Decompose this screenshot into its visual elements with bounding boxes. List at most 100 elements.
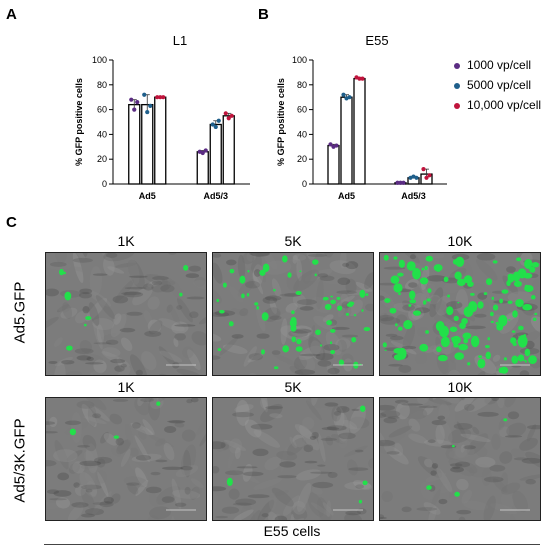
gfp-spot [261, 349, 265, 355]
cell-texture [110, 313, 127, 338]
cell-texture [109, 413, 123, 425]
cell-texture [163, 442, 175, 461]
cell-texture [158, 398, 171, 402]
cell-texture [333, 406, 345, 430]
cell-texture [424, 458, 433, 468]
cell-texture [46, 288, 60, 297]
cell-texture [433, 491, 461, 500]
cell-texture [445, 359, 457, 375]
cell-texture [356, 508, 367, 515]
cell-texture [265, 405, 283, 410]
cell-texture [519, 474, 540, 481]
cell-texture [437, 415, 446, 421]
cell-texture [307, 253, 327, 257]
gfp-spot [436, 346, 442, 353]
cell-texture [113, 313, 122, 325]
cell-texture [389, 335, 404, 341]
cell-texture [439, 420, 453, 443]
cell-texture [380, 317, 401, 325]
cell-texture [250, 253, 270, 257]
cell-texture [491, 398, 500, 402]
bar [154, 96, 167, 185]
cell-texture [339, 406, 348, 414]
cell-texture [297, 299, 317, 306]
gfp-spot [183, 265, 189, 271]
y-tick-label: 40 [97, 129, 107, 139]
cell-texture [271, 353, 301, 368]
cell-texture [131, 453, 162, 462]
cell-texture [509, 514, 517, 520]
cell-texture [144, 330, 162, 337]
cell-texture [46, 501, 62, 510]
cell-texture [326, 364, 337, 375]
cell-texture [174, 324, 196, 327]
cell-texture [336, 290, 357, 295]
cell-texture [84, 469, 97, 483]
cell-texture [265, 295, 282, 301]
cell-texture [130, 420, 144, 431]
cell-texture [453, 423, 473, 430]
cell-texture [428, 294, 441, 305]
cell-texture [96, 458, 106, 468]
cell-texture [417, 281, 430, 299]
cell-texture [213, 311, 230, 317]
cell-texture [132, 286, 153, 306]
gfp-spot [457, 301, 460, 304]
cell-texture [56, 298, 72, 313]
gfp-spot [412, 310, 422, 316]
gfp-spot [456, 278, 466, 287]
cell-texture [320, 437, 338, 441]
cell-texture [306, 400, 322, 421]
gfp-spot [477, 301, 484, 309]
cell-texture [250, 255, 262, 273]
cell-texture [252, 448, 269, 457]
cell-texture [54, 440, 69, 470]
gfp-spot [403, 319, 413, 330]
cell-texture [417, 456, 443, 478]
legend-marker-icon [454, 102, 460, 109]
cell-texture [409, 254, 416, 260]
cell-texture [234, 404, 254, 413]
data-point [341, 92, 346, 97]
cell-texture [103, 433, 118, 446]
cell-texture [148, 434, 174, 448]
cell-texture [292, 434, 306, 448]
cell-texture [484, 398, 498, 405]
cell-texture [385, 430, 407, 445]
y-tick-label: 40 [297, 129, 307, 139]
cell-texture [317, 433, 326, 463]
cell-texture [399, 405, 428, 420]
cell-texture [315, 353, 334, 361]
cell-texture [147, 514, 160, 520]
cell-texture [291, 506, 308, 520]
cell-texture [304, 460, 318, 464]
gfp-spot [467, 362, 471, 366]
cell-texture [85, 297, 108, 322]
cell-texture [259, 398, 268, 409]
cell-texture [253, 429, 281, 448]
cell-texture [491, 433, 501, 450]
gfp-spot [59, 268, 64, 276]
cell-texture [319, 405, 335, 410]
col-label-10k: 10K [447, 233, 473, 249]
cell-texture [245, 280, 261, 289]
gfp-spot [426, 485, 432, 490]
cell-texture [329, 260, 356, 275]
cell-texture [492, 354, 501, 362]
cell-texture [79, 292, 93, 299]
cell-texture [425, 472, 446, 482]
cell-texture [183, 449, 191, 478]
cell-texture [383, 266, 406, 270]
cell-texture [96, 324, 105, 345]
cell-texture [512, 490, 528, 513]
cell-texture [115, 262, 137, 268]
cell-texture [110, 448, 121, 457]
cell-texture [431, 462, 439, 469]
gfp-spot [513, 280, 522, 287]
cell-texture [173, 337, 179, 348]
cell-texture [126, 482, 140, 486]
cell-texture [326, 425, 347, 431]
gfp-spot [330, 328, 336, 333]
cell-texture [161, 466, 184, 470]
cell-texture [380, 404, 395, 411]
